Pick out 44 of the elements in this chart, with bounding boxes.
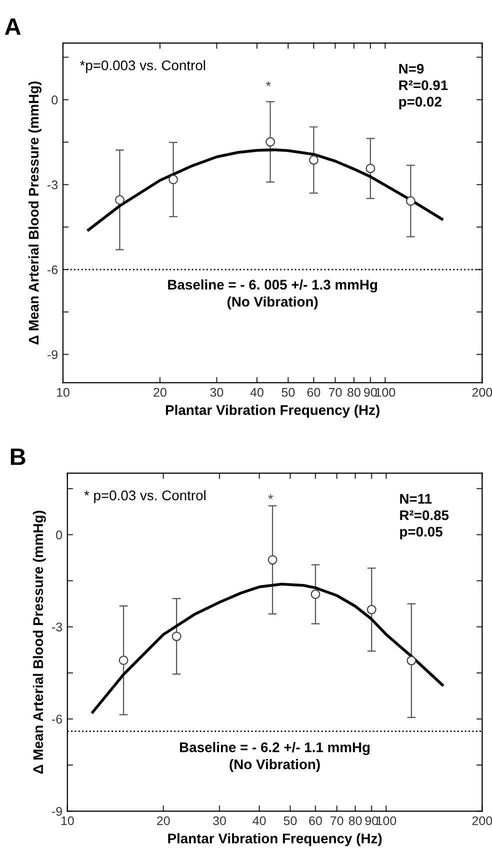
- x-tick-label: 70: [328, 388, 342, 397]
- y-tick-label: -3: [52, 622, 62, 632]
- x-tick-label: 10: [56, 388, 70, 397]
- x-tick-label: 40: [252, 816, 266, 826]
- x-tick-label: 100: [376, 388, 396, 397]
- x-tick-label: 30: [213, 816, 226, 826]
- y-tick-label: -9: [48, 350, 58, 360]
- x-tick-label: 20: [154, 388, 166, 397]
- x-tick-label: 90: [364, 388, 377, 397]
- ref-line-label: Baseline = - 6.2 +/- 1.1 mmHg (No Vibration): [180, 742, 370, 772]
- x-tick-label: 70: [330, 816, 344, 826]
- x-tick-label: 50: [282, 388, 295, 397]
- chart-title: B: [10, 448, 26, 465]
- x-tick-label: 90: [365, 816, 378, 826]
- annotation: *p=0.003 vs. Control: [80, 60, 206, 74]
- x-tick-label: 60: [307, 388, 320, 397]
- annotation: * p=0.03 vs. Control: [84, 490, 206, 504]
- y-tick-label: -6: [48, 265, 58, 274]
- y-axis-title: Δ Mean Arterial Blood Pressure (mmHg): [28, 82, 42, 344]
- x-tick-label: 80: [348, 816, 362, 826]
- x-tick-label: 30: [210, 388, 224, 397]
- annotation: *: [266, 81, 271, 86]
- annotation: N=11 R²=0.85 p=0.05: [400, 494, 449, 540]
- annotation: *: [268, 494, 274, 500]
- chart-title: A: [4, 18, 21, 35]
- x-tick-label: 60: [309, 816, 322, 826]
- y-tick-label: -3: [48, 180, 58, 190]
- x-tick-label: 50: [284, 816, 297, 826]
- y-tick-label: 0: [56, 530, 62, 540]
- y-tick-label: 0: [52, 96, 58, 104]
- x-axis-title: Plantar Vibration Frequency (Hz): [166, 404, 380, 418]
- x-tick-label: 20: [157, 816, 170, 826]
- ref-line-label: Baseline = - 6. 005 +/- 1.3 mmHg (No Vibration): [168, 279, 378, 310]
- y-axis-title: Δ Mean Arterial Blood Pressure (mmHg): [32, 510, 46, 774]
- x-tick-label: 80: [348, 388, 360, 397]
- x-tick-label: 40: [250, 388, 264, 397]
- x-tick-label: 200: [472, 816, 492, 826]
- x-tick-label: 10: [61, 816, 74, 826]
- x-tick-label: 200: [472, 388, 492, 397]
- annotation: N=9 R²=0.91 p=0.02: [399, 64, 448, 110]
- x-tick-label: 100: [376, 816, 396, 826]
- x-axis-title: Plantar Vibration Frequency (Hz): [168, 833, 382, 846]
- y-tick-label: -6: [52, 714, 62, 724]
- y-tick-label: -9: [52, 806, 62, 816]
